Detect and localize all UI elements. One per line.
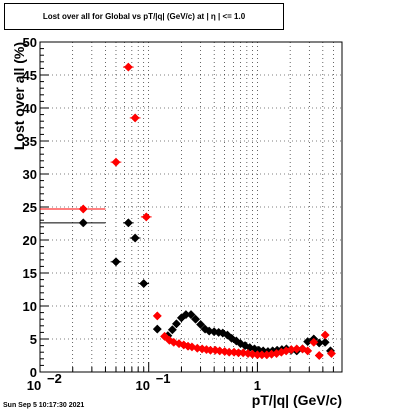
data-point-red — [187, 342, 197, 352]
data-point-black — [218, 328, 228, 338]
x-tick-label: 10 — [27, 378, 41, 393]
x-tick-label-exponent: −2 — [47, 371, 62, 386]
data-point-red — [130, 113, 140, 123]
y-tick-label: 45 — [23, 68, 37, 83]
data-point-red — [314, 350, 324, 361]
y-tick-label: 10 — [23, 299, 37, 314]
data-point-black — [196, 319, 206, 330]
data-point-black — [152, 324, 162, 334]
data-point-red — [123, 62, 133, 72]
x-tick-label: 1 — [254, 378, 261, 393]
x-axis-title: pT/|q| (GeV/c) — [252, 392, 342, 408]
y-tick-label: 30 — [23, 167, 37, 182]
x-tick-label: 10 — [135, 378, 149, 393]
data-point-red — [111, 157, 121, 167]
y-tick-label: 35 — [23, 134, 37, 149]
data-point-black — [191, 314, 201, 324]
y-tick-label: 20 — [23, 233, 37, 248]
x-tick-label-exponent: −1 — [156, 371, 171, 386]
data-point-black — [240, 341, 250, 351]
data-point-black — [130, 233, 140, 243]
data-point-black — [167, 325, 177, 335]
data-point-red — [297, 344, 308, 354]
data-point-red — [303, 346, 313, 356]
data-point-red — [152, 311, 162, 321]
data-point-black — [171, 319, 182, 329]
data-point-black — [123, 218, 133, 228]
y-axis-title: Lost over all (%) — [11, 42, 27, 150]
data-point-red — [160, 331, 170, 341]
data-point-red — [320, 330, 330, 340]
data-point-black — [200, 324, 210, 334]
y-tick-label: 50 — [23, 35, 37, 50]
y-tick-label: 25 — [23, 200, 37, 215]
data-point-red — [78, 204, 88, 214]
chart-title: Lost over all for Global vs pT/|q| (GeV/… — [4, 3, 284, 30]
timestamp: Sun Sep 5 10:17:30 2021 — [3, 402, 85, 409]
y-tick-label: 0 — [30, 365, 37, 380]
data-point-black — [320, 337, 330, 347]
data-point-red — [309, 337, 319, 347]
data-point-black — [111, 257, 121, 267]
data-point-black — [186, 310, 196, 320]
data-point-black — [78, 218, 88, 228]
y-tick-label: 15 — [23, 266, 37, 281]
data-point-red — [141, 212, 151, 222]
data-point-red — [326, 348, 337, 359]
y-tick-label: 5 — [30, 332, 37, 347]
y-tick-label: 40 — [23, 101, 37, 116]
data-point-black — [139, 279, 149, 289]
